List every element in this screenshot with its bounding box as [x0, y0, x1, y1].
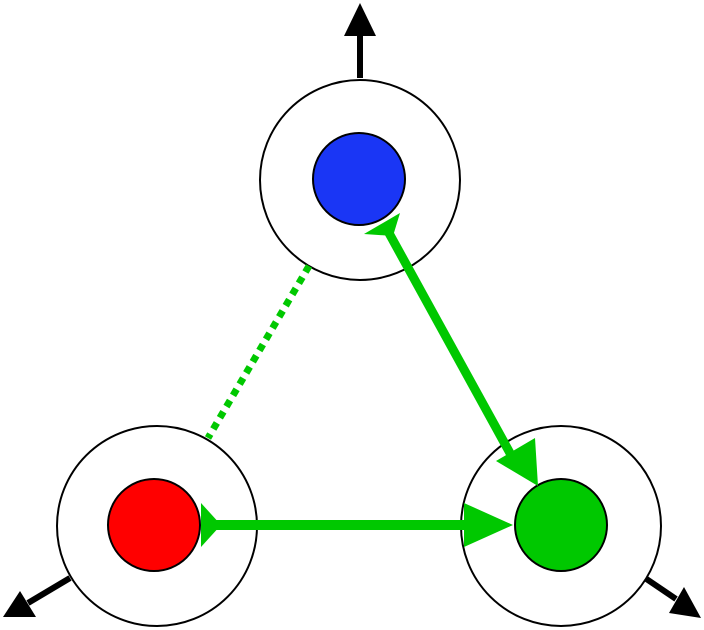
edge-top-right-tbar: [364, 213, 400, 236]
left-node-red: [107, 478, 201, 572]
axis-arrow-up: [344, 3, 376, 78]
edge-left-right-arrowhead: [464, 503, 513, 547]
axis-arrow-down-left: [3, 575, 72, 617]
edge-top-right-arrowhead: [496, 438, 538, 486]
axis-arrow-down-right: [643, 575, 701, 618]
edge-left-right: [201, 503, 513, 547]
right-node-green: [514, 478, 608, 572]
edge-left-right-tbar: [201, 503, 221, 547]
edge-top-left-dotted: [204, 264, 313, 440]
edge-top-right: [364, 213, 538, 486]
top-node-blue: [312, 132, 406, 226]
